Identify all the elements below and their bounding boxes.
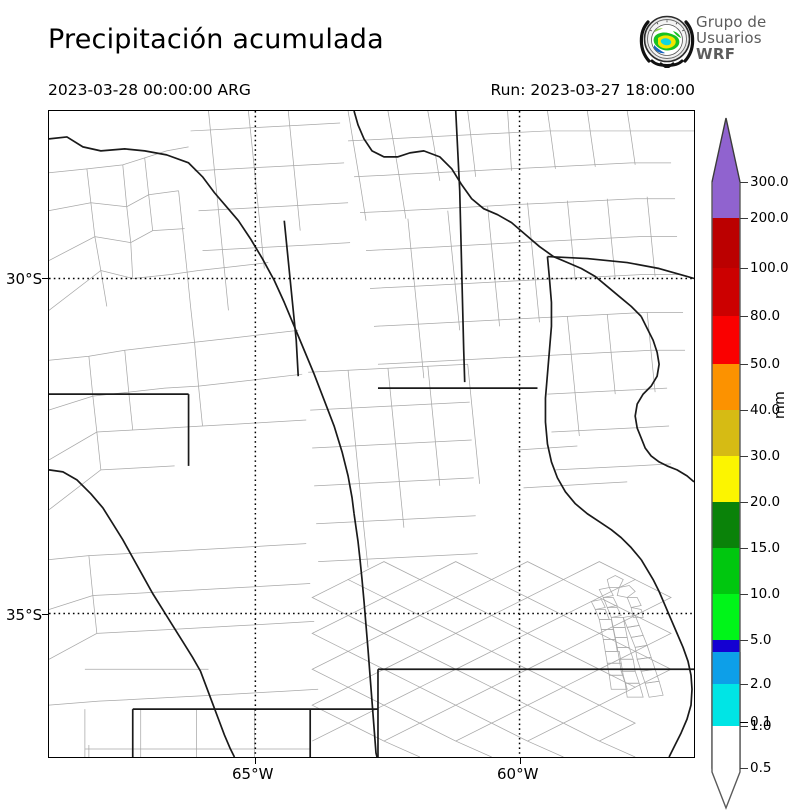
graticule [49,111,694,757]
run-time-label: Run: 2023-03-27 18:00:00 [490,81,696,99]
cb-tick-30 [740,456,748,458]
axis-label-lon-65w: 65°W [232,765,274,783]
page-title: Precipitación acumulada [48,24,384,55]
cb-label-01: 0.1 [750,714,772,730]
cb-label-50: 50.0 [750,356,781,372]
cb-label-20: 20.0 [750,494,781,510]
cb-label-80: 80.0 [750,308,781,324]
axis-label-lon-60w: 60°W [497,765,539,783]
cb-tick-40 [740,410,748,412]
cb-label-40: 40.0 [750,402,781,418]
tick-lat-30s [42,278,48,280]
department-boundaries [49,111,694,757]
cb-tick-300 [740,182,748,184]
colorbar-low-section [711,652,741,810]
province-boundaries [49,111,694,757]
cb-tick-1 [740,726,748,728]
tick-lon-65w [255,758,257,764]
cb-label-10: 10.0 [750,586,781,602]
tick-lat-35s [42,614,48,616]
cb-label-2: 2.0 [750,676,772,692]
cb-tick-5 [740,640,748,642]
cb-tick-10 [740,594,748,596]
map-plot-area[interactable] [48,110,695,758]
cb-label-30: 30.0 [750,448,781,464]
cb-tick-01 [740,722,748,724]
cb-label-300: 300.0 [750,174,789,190]
tick-lon-60w [520,758,522,764]
logo-line-1: Grupo de [696,13,767,31]
cb-tick-80 [740,316,748,318]
colorbar-cap-low [712,772,740,808]
cb-label-1: 1.0 [750,718,772,734]
colorbar[interactable]: 300.0 200.0 100.0 80.0 50.0 40.0 30.0 20… [706,112,789,810]
cb-tick-2 [740,684,748,686]
logo-line-3: WRF [696,45,736,63]
cb-tick-15 [740,548,748,550]
cb-label-100: 100.0 [750,260,789,276]
logo-line-2: Usuarios [696,29,762,47]
map-vector-layer [49,111,694,757]
cb-tick-20 [740,502,748,504]
cb-tick-200 [740,218,748,220]
cb-tick-100 [740,268,748,270]
cb-tick-50 [740,364,748,366]
logo: Grupo de Usuarios WRF [638,12,798,70]
cb-label-05: 0.5 [750,760,772,776]
cb-label-200: 200.0 [750,210,789,226]
axis-label-lat-30s: 30°S [6,270,43,288]
valid-time-label: 2023-03-28 00:00:00 ARG [48,81,251,99]
cb-label-15: 15.0 [750,540,781,556]
axis-label-lat-35s: 35°S [6,606,43,624]
logo-text: Grupo de Usuarios WRF [696,14,796,62]
colorbar-cap-high [712,118,740,182]
cb-label-5: 5.0 [750,632,772,648]
wrf-user-group-seal-icon [639,15,695,68]
cb-tick-05 [740,768,748,770]
colorbar-unit-label: mm [772,390,788,419]
